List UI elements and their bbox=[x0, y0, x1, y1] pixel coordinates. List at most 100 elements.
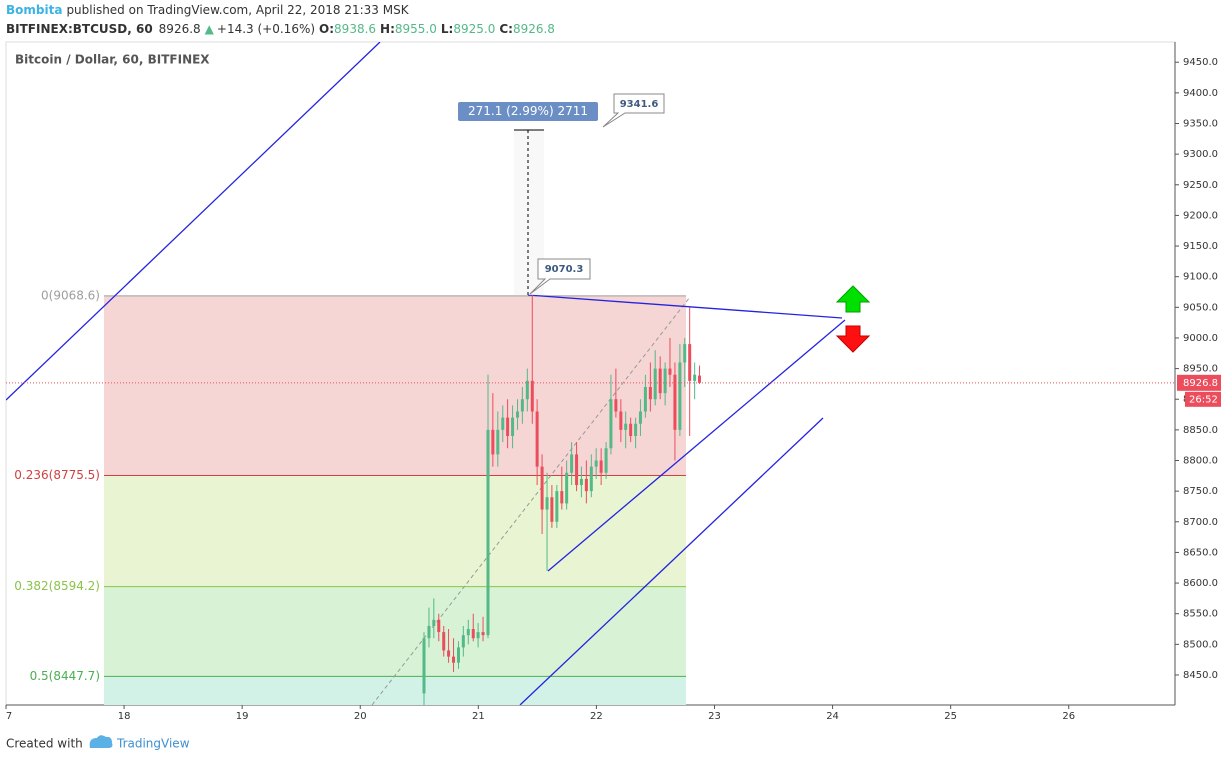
x-tick-label: 24 bbox=[826, 711, 839, 722]
candle-body bbox=[525, 380, 529, 400]
candle-body bbox=[614, 399, 618, 412]
trend-line bbox=[527, 294, 843, 319]
candle-body bbox=[520, 399, 524, 412]
candle-body bbox=[619, 411, 623, 430]
ohlc-value: 8925.0 bbox=[453, 22, 495, 36]
logo bbox=[89, 735, 113, 748]
y-tick-label: 8500.0 bbox=[1183, 639, 1218, 650]
price: 8926.8 bbox=[159, 22, 201, 36]
callout-label: 9341.6 bbox=[620, 99, 659, 110]
y-tick-label: 8450.0 bbox=[1183, 670, 1218, 681]
x-tick-label: 23 bbox=[708, 711, 721, 722]
drawings bbox=[6, 42, 871, 705]
callout bbox=[529, 258, 591, 295]
countdown-label: 26:52 bbox=[1189, 394, 1218, 405]
arrow-down bbox=[835, 325, 871, 353]
candle-body bbox=[683, 344, 687, 363]
candle-body bbox=[550, 497, 554, 522]
y-tick-label: 9450.0 bbox=[1183, 57, 1218, 68]
ohlc-value: 8926.8 bbox=[513, 22, 555, 36]
fib-zone bbox=[104, 295, 686, 476]
candle-body bbox=[634, 423, 638, 437]
candle-body bbox=[624, 423, 628, 430]
y-tick-label: 8700.0 bbox=[1183, 517, 1218, 528]
y-tick-label: 9100.0 bbox=[1183, 272, 1218, 283]
candle-body bbox=[555, 491, 559, 522]
fib-zone bbox=[104, 475, 686, 587]
y-tick-label: 9300.0 bbox=[1183, 149, 1218, 160]
candle-body bbox=[496, 429, 500, 455]
candle-body bbox=[432, 619, 436, 626]
y-tick-label: 9350.0 bbox=[1183, 118, 1218, 129]
candle-body bbox=[579, 478, 583, 486]
x-tick-label: 18 bbox=[118, 711, 131, 722]
candle-body bbox=[668, 368, 672, 375]
published: published on TradingView.com, April 22, … bbox=[66, 3, 409, 17]
fib-label: 0(9068.6) bbox=[41, 288, 100, 302]
candle-body bbox=[609, 399, 613, 449]
candle-body bbox=[511, 417, 515, 437]
candle-body bbox=[491, 429, 495, 455]
callout bbox=[602, 93, 665, 128]
candle-body bbox=[570, 454, 574, 473]
candles bbox=[422, 294, 701, 705]
candle-body bbox=[589, 466, 593, 492]
x-tick-label: 21 bbox=[472, 711, 485, 722]
candle-body bbox=[697, 375, 701, 383]
x-tick-label: 22 bbox=[590, 711, 603, 722]
countdown-box bbox=[1185, 391, 1221, 407]
candle-body bbox=[565, 472, 569, 504]
x-tick-label: 19 bbox=[236, 711, 249, 722]
candle-body bbox=[653, 368, 657, 400]
candle-body bbox=[427, 625, 431, 639]
fib-zone bbox=[104, 586, 686, 677]
candle-body bbox=[584, 478, 588, 492]
ohlc-key: L: bbox=[441, 22, 453, 36]
candle-body bbox=[604, 448, 608, 473]
x-tick-label: 25 bbox=[944, 711, 957, 722]
candle-body bbox=[638, 411, 642, 424]
candle-body bbox=[530, 380, 534, 412]
candle-body bbox=[678, 362, 682, 430]
candle-body bbox=[535, 411, 539, 467]
ohlc-value: 8955.0 bbox=[395, 22, 437, 36]
arrow: ▲ bbox=[205, 22, 215, 36]
y-tick-label: 8600.0 bbox=[1183, 578, 1218, 589]
candle-body bbox=[452, 656, 456, 663]
trend-line bbox=[519, 417, 824, 705]
ohlc-value: 8938.6 bbox=[334, 22, 376, 36]
candle-body bbox=[442, 632, 446, 651]
author: Bombita bbox=[6, 3, 62, 17]
fib-label: 0.236(8775.5) bbox=[14, 468, 100, 482]
trend-dashed bbox=[371, 296, 691, 705]
footer-brand: TradingView bbox=[116, 737, 190, 751]
y-tick-label: 8950.0 bbox=[1183, 364, 1218, 375]
measure-label: 271.1 (2.99%) 2711 bbox=[468, 104, 588, 118]
candle-body bbox=[594, 460, 598, 467]
candle-body bbox=[506, 417, 510, 437]
y-tick-label: 8650.0 bbox=[1183, 547, 1218, 558]
last-price-box bbox=[1177, 374, 1221, 391]
y-tick-label: 9150.0 bbox=[1183, 241, 1218, 252]
candle-body bbox=[560, 491, 564, 504]
candle-body bbox=[447, 650, 451, 657]
last-price-label: 8926.8 bbox=[1183, 378, 1218, 389]
candle-body bbox=[643, 386, 647, 412]
candle-body bbox=[461, 635, 465, 648]
candle-body bbox=[486, 429, 490, 636]
ohlc-key: O: bbox=[319, 22, 334, 36]
fib-zones bbox=[104, 295, 686, 705]
candle-body bbox=[673, 374, 677, 430]
candle-body bbox=[481, 632, 485, 636]
candle-body bbox=[516, 411, 520, 418]
y-tick-label: 8550.0 bbox=[1183, 609, 1218, 620]
trend-line bbox=[547, 319, 846, 572]
candle-body bbox=[545, 497, 549, 510]
measure-box bbox=[458, 102, 598, 121]
chart-title: Bitcoin / Dollar, 60, BITFINEX bbox=[15, 53, 210, 67]
y-tick-label: 9050.0 bbox=[1183, 302, 1218, 313]
candle-body bbox=[540, 466, 544, 510]
x-tick-label: 20 bbox=[354, 711, 367, 722]
y-tick-label: 8750.0 bbox=[1183, 486, 1218, 497]
